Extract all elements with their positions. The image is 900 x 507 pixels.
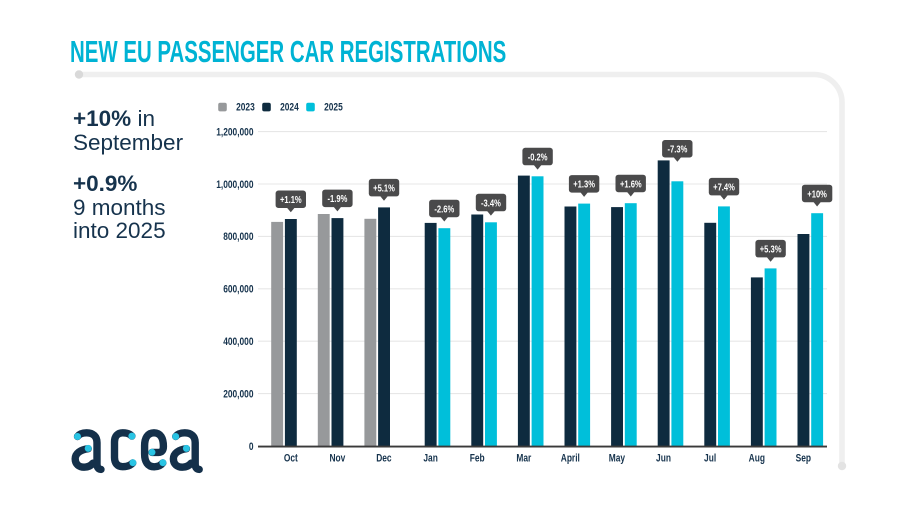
svg-text:0: 0 <box>249 441 254 454</box>
svg-text:1,200,000: 1,200,000 <box>216 126 254 139</box>
svg-text:Feb: Feb <box>470 452 485 465</box>
svg-text:+5.1%: +5.1% <box>373 182 395 193</box>
svg-text:800,000: 800,000 <box>223 231 254 244</box>
svg-text:Jan: Jan <box>423 452 437 465</box>
svg-text:2025: 2025 <box>324 101 343 114</box>
svg-text:Dec: Dec <box>376 452 392 465</box>
svg-text:1,000,000: 1,000,000 <box>216 179 254 192</box>
svg-text:-3.4%: -3.4% <box>481 197 501 208</box>
svg-text:400,000: 400,000 <box>223 336 254 349</box>
svg-text:+1.6%: +1.6% <box>620 178 642 189</box>
svg-text:Jul: Jul <box>704 452 716 465</box>
svg-text:200,000: 200,000 <box>223 388 254 401</box>
svg-text:Mar: Mar <box>516 452 531 465</box>
svg-text:+10%: +10% <box>807 188 827 199</box>
svg-text:-7.3%: -7.3% <box>667 143 687 154</box>
svg-text:April: April <box>561 452 580 465</box>
svg-text:-1.9%: -1.9% <box>327 193 347 204</box>
svg-text:2024: 2024 <box>280 101 299 114</box>
svg-text:Sep: Sep <box>796 452 811 465</box>
svg-text:+7.4%: +7.4% <box>713 181 735 192</box>
svg-text:May: May <box>609 452 626 465</box>
svg-text:2023: 2023 <box>236 101 255 114</box>
svg-text:-0.2%: -0.2% <box>528 151 548 162</box>
svg-text:+1.3%: +1.3% <box>573 179 595 190</box>
svg-text:600,000: 600,000 <box>223 283 254 296</box>
svg-text:+1.1%: +1.1% <box>280 194 302 205</box>
svg-text:-2.6%: -2.6% <box>434 203 454 214</box>
svg-text:+5.3%: +5.3% <box>760 243 782 254</box>
svg-text:Oct: Oct <box>284 452 299 465</box>
svg-text:Nov: Nov <box>329 452 345 465</box>
svg-text:Aug: Aug <box>749 452 765 465</box>
svg-text:Jun: Jun <box>656 452 671 465</box>
